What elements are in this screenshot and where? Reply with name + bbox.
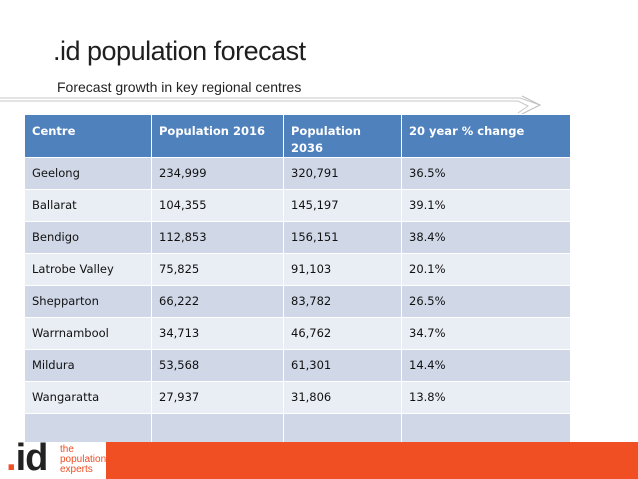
cell-population-2016: 66,222 xyxy=(151,285,284,318)
cell-population-2036: 320,791 xyxy=(283,157,402,190)
cell-population-2036: 145,197 xyxy=(283,189,402,222)
table-header-row: Centre Population 2016 Population 2036 2… xyxy=(24,114,571,158)
logo-background xyxy=(0,442,106,479)
cell-population-2016: 104,355 xyxy=(151,189,284,222)
cell-percent-change: 13.8% xyxy=(401,381,571,414)
brand-logo: .id xyxy=(6,437,49,479)
cell-population-2016 xyxy=(151,413,284,444)
cell-centre: Wangaratta xyxy=(24,381,152,414)
cell-centre: Geelong xyxy=(24,157,152,190)
cell-population-2036: 83,782 xyxy=(283,285,402,318)
cell-centre: Shepparton xyxy=(24,285,152,318)
table-row: Latrobe Valley 75,825 91,103 20.1% xyxy=(24,253,571,286)
table-row xyxy=(24,413,571,444)
divider-line xyxy=(0,95,542,115)
table-row: Bendigo 112,853 156,151 38.4% xyxy=(24,221,571,254)
table-row: Geelong 234,999 320,791 36.5% xyxy=(24,157,571,190)
tagline-line-1: the xyxy=(60,444,74,455)
header-percent-change: 20 year % change xyxy=(401,114,571,158)
cell-population-2036: 46,762 xyxy=(283,317,402,350)
cell-percent-change: 26.5% xyxy=(401,285,571,318)
cell-percent-change: 39.1% xyxy=(401,189,571,222)
slide-subtitle: Forecast growth in key regional centres xyxy=(57,79,302,95)
data-table-container: Centre Population 2016 Population 2036 2… xyxy=(24,114,571,444)
cell-centre: Mildura xyxy=(24,349,152,382)
slide-title: .id population forecast xyxy=(53,36,306,66)
cell-percent-change: 38.4% xyxy=(401,221,571,254)
cell-population-2036: 61,301 xyxy=(283,349,402,382)
tagline-line-2: population xyxy=(60,454,107,465)
cell-centre: Latrobe Valley xyxy=(24,253,152,286)
cell-population-2016: 75,825 xyxy=(151,253,284,286)
brand-tagline: the population experts xyxy=(60,445,106,475)
table-row: Ballarat 104,355 145,197 39.1% xyxy=(24,189,571,222)
table-row: Mildura 53,568 61,301 14.4% xyxy=(24,349,571,382)
cell-centre: Warrnambool xyxy=(24,317,152,350)
cell-percent-change: 36.5% xyxy=(401,157,571,190)
cell-percent-change: 14.4% xyxy=(401,349,571,382)
cell-population-2016: 34,713 xyxy=(151,317,284,350)
brand-logo-text: id xyxy=(15,437,49,479)
cell-population-2036: 31,806 xyxy=(283,381,402,414)
cell-population-2016: 234,999 xyxy=(151,157,284,190)
header-population-2016: Population 2016 xyxy=(151,114,284,158)
table-row: Shepparton 66,222 83,782 26.5% xyxy=(24,285,571,318)
header-centre: Centre xyxy=(24,114,152,158)
table-row: Wangaratta 27,937 31,806 13.8% xyxy=(24,381,571,414)
cell-centre: Ballarat xyxy=(24,189,152,222)
table-body: Geelong 234,999 320,791 36.5% Ballarat 104,35… xyxy=(24,157,571,444)
cell-population-2036 xyxy=(283,413,402,444)
tagline-line-3: experts xyxy=(60,464,93,475)
cell-population-2016: 112,853 xyxy=(151,221,284,254)
table-row: Warrnambool 34,713 46,762 34.7% xyxy=(24,317,571,350)
cell-centre: Bendigo xyxy=(24,221,152,254)
population-table: Centre Population 2016 Population 2036 2… xyxy=(24,114,571,444)
cell-population-2036: 91,103 xyxy=(283,253,402,286)
cell-percent-change: 34.7% xyxy=(401,317,571,350)
cell-population-2016: 53,568 xyxy=(151,349,284,382)
header-population-2036: Population 2036 xyxy=(283,114,402,158)
cell-centre xyxy=(24,413,152,444)
cell-percent-change xyxy=(401,413,571,444)
cell-population-2016: 27,937 xyxy=(151,381,284,414)
cell-percent-change: 20.1% xyxy=(401,253,571,286)
footer-bar xyxy=(0,442,638,479)
cell-population-2036: 156,151 xyxy=(283,221,402,254)
